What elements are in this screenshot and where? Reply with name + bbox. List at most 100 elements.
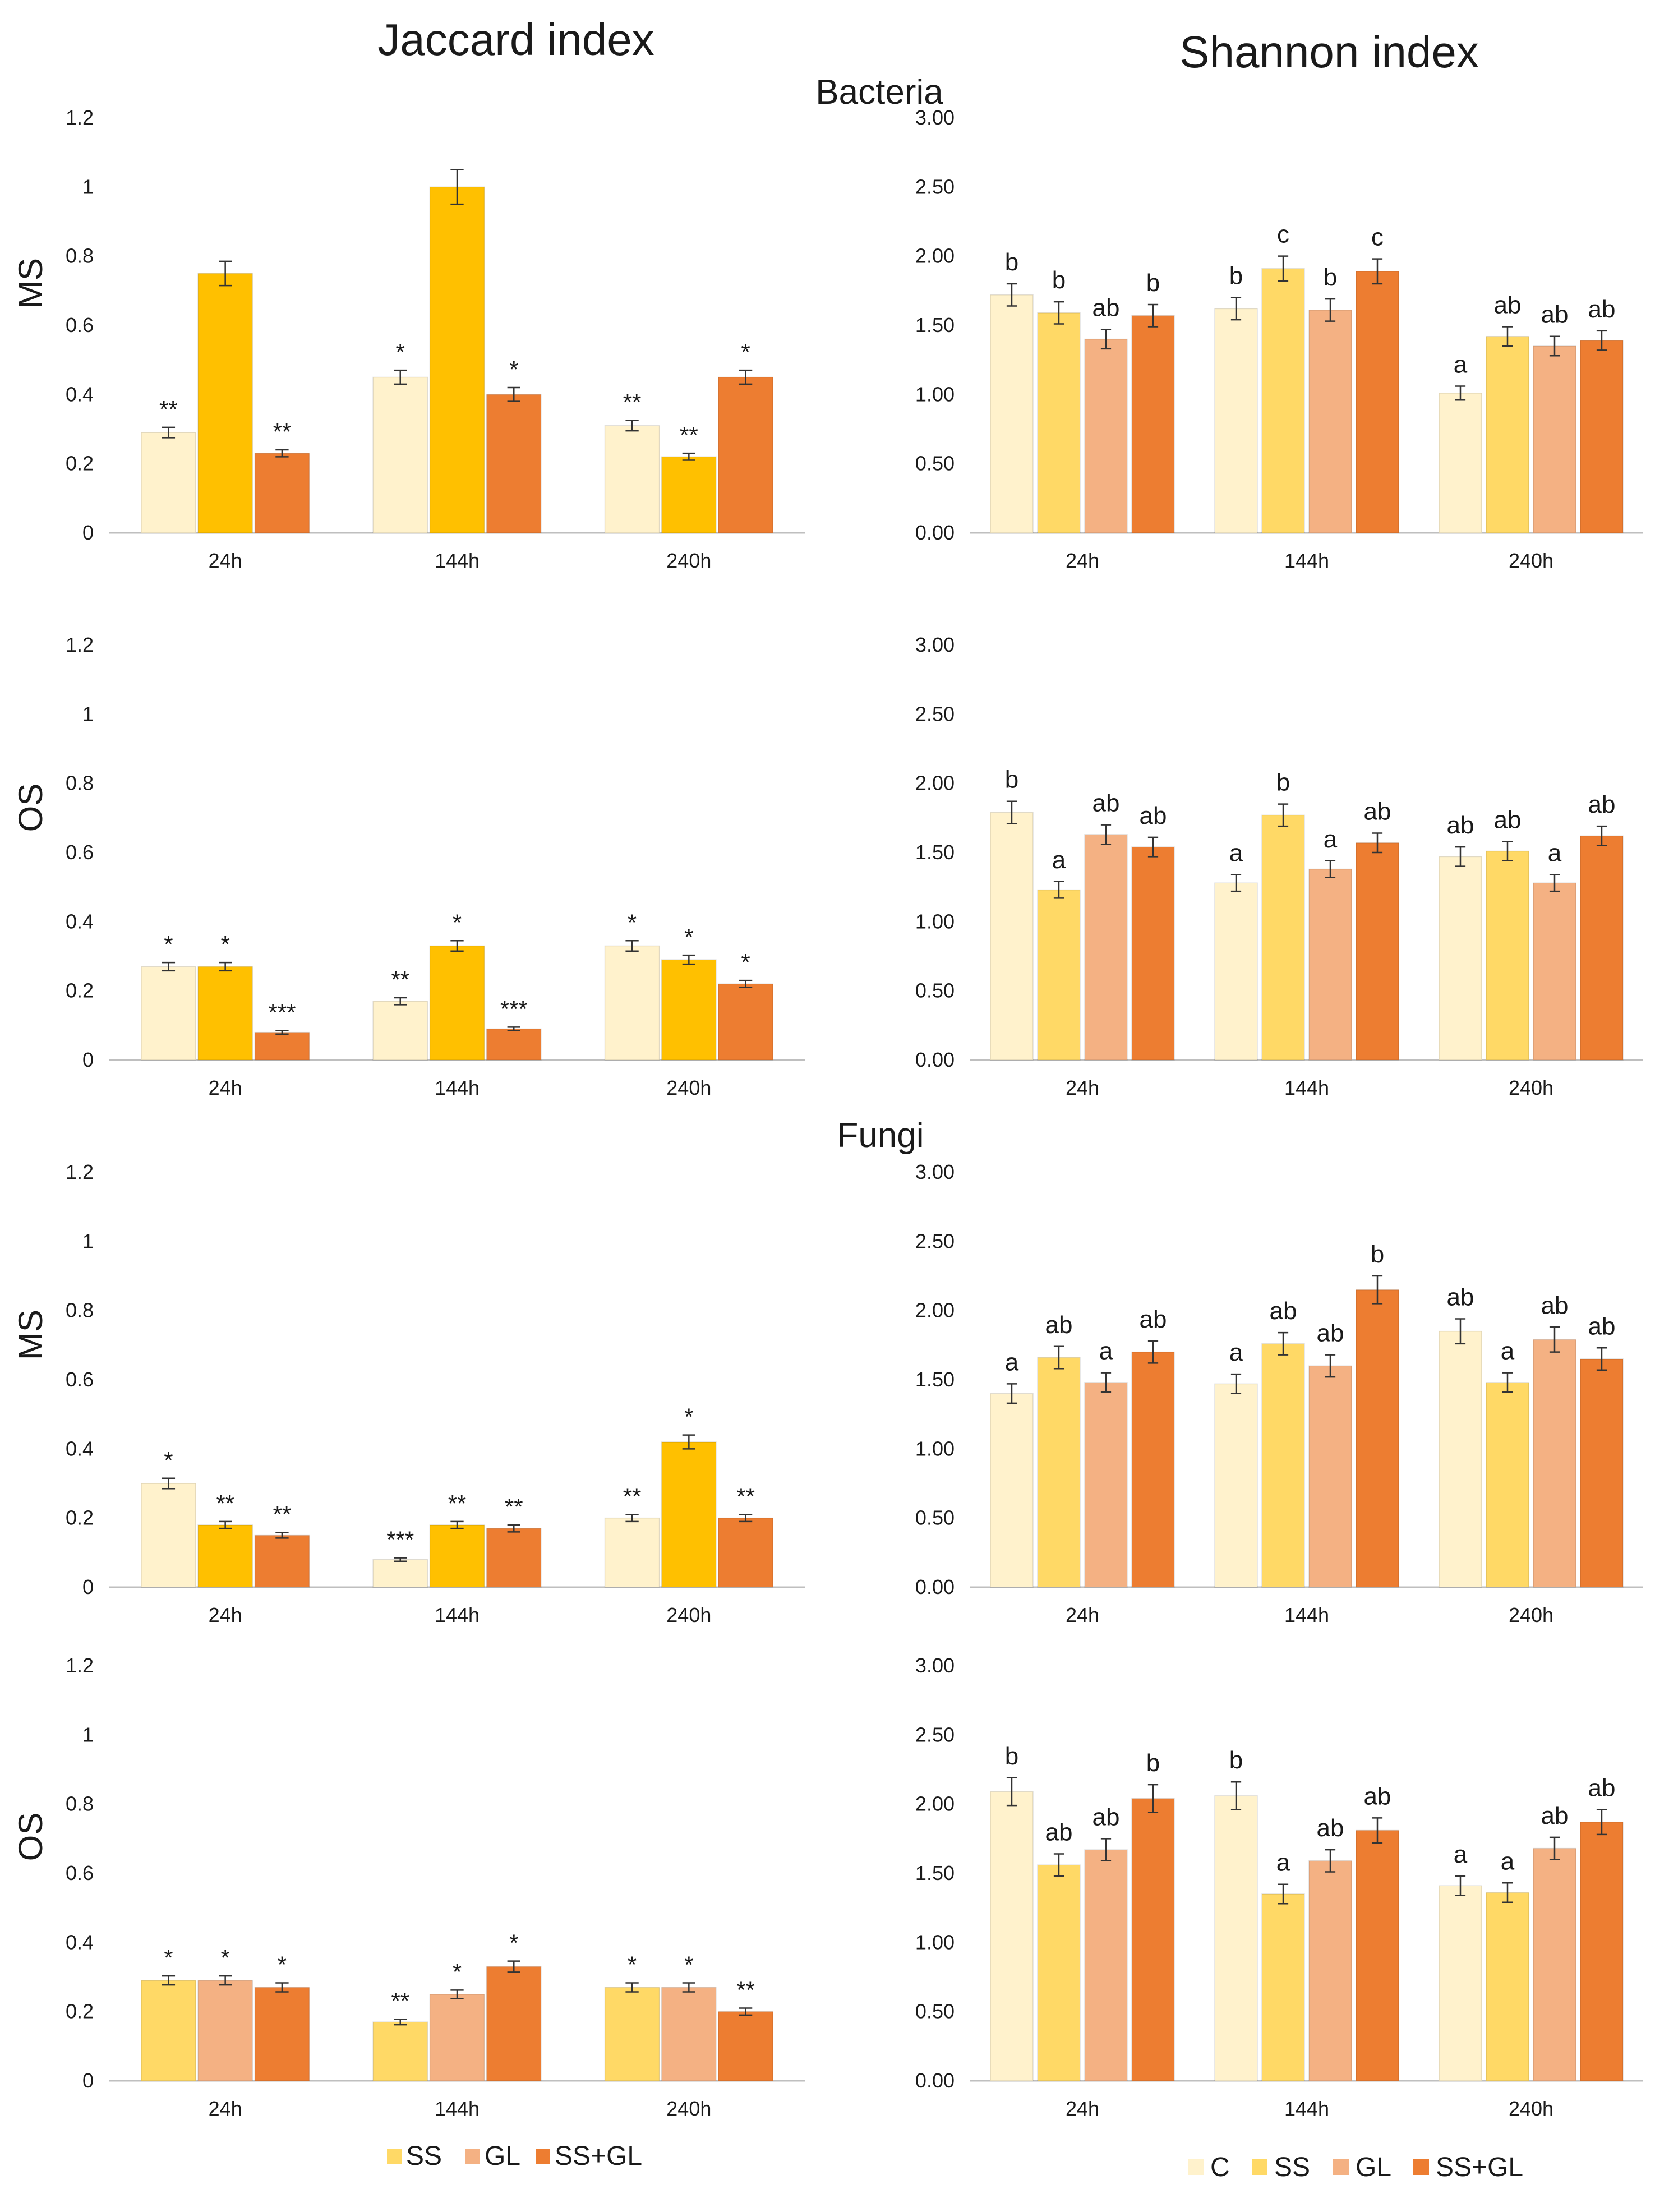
x-tick-label: 144h <box>435 2097 480 2120</box>
y-tick-label: 1.2 <box>66 1654 94 1677</box>
y-tick-label: 0.4 <box>66 383 94 405</box>
x-tick-label: 240h <box>1509 1076 1553 1099</box>
fungi-title: Fungi <box>837 1116 924 1155</box>
significance-label: ab <box>1140 1306 1167 1333</box>
bar <box>1214 308 1258 533</box>
bar <box>1084 834 1128 1061</box>
y-tick-label: 0.4 <box>66 1437 94 1460</box>
y-tick-label: 3.00 <box>915 1654 955 1677</box>
bar <box>604 1987 660 2081</box>
significance-label: ab <box>1494 806 1522 833</box>
legend-swatch <box>536 2149 550 2164</box>
panel-bacteria-ms-shannon: 0.000.501.001.502.002.503.0024hbbabb144h… <box>915 106 1643 572</box>
significance-label: b <box>1146 1749 1160 1777</box>
bar <box>1037 1357 1081 1588</box>
y-tick-label: 0.8 <box>66 1792 94 1815</box>
significance-label: * <box>278 1951 287 1978</box>
y-tick-label: 0.8 <box>66 245 94 268</box>
significance-label: * <box>220 1944 229 1971</box>
legend-label: GL <box>1356 2153 1391 2182</box>
bar <box>1356 1829 1399 2081</box>
bar <box>661 1987 717 2081</box>
significance-label: ** <box>159 396 178 422</box>
bar <box>1439 856 1482 1061</box>
significance-label: b <box>1229 1746 1243 1774</box>
bar <box>1214 1795 1258 2081</box>
bar <box>1131 1798 1175 2081</box>
x-tick-label: 240h <box>1509 549 1553 572</box>
bar <box>1037 312 1081 533</box>
x-tick-label: 144h <box>1284 2097 1329 2120</box>
bar <box>254 1534 310 1588</box>
x-tick-label: 240h <box>666 549 711 572</box>
y-tick-label: 1.2 <box>66 106 94 129</box>
x-tick-label: 24h <box>1066 2097 1099 2120</box>
bar <box>661 456 717 533</box>
legend-label: C <box>1210 2153 1230 2182</box>
significance-label: b <box>1146 269 1160 297</box>
legend-label: SS <box>406 2141 442 2171</box>
legend-label: SS+GL <box>1436 2153 1523 2182</box>
significance-label: ab <box>1541 1292 1569 1319</box>
bar <box>141 966 196 1061</box>
bar <box>1533 1339 1576 1588</box>
significance-label: ** <box>680 422 698 448</box>
y-tick-label: 1.00 <box>915 1437 955 1460</box>
significance-label: b <box>1276 769 1290 796</box>
y-tick-label: 1.00 <box>915 383 955 405</box>
y-tick-label: 0 <box>82 2069 94 2092</box>
y-tick-label: 0.2 <box>66 452 94 475</box>
row-label-fungi-ms: MS <box>12 1310 49 1360</box>
bar <box>254 1031 310 1061</box>
y-tick-label: 3.00 <box>915 106 955 129</box>
significance-label: * <box>741 949 750 975</box>
bar <box>1308 868 1352 1061</box>
shannon-title: Shannon index <box>1179 27 1479 77</box>
x-tick-label: 240h <box>1509 2097 1553 2120</box>
significance-label: * <box>628 909 637 936</box>
x-tick-label: 24h <box>209 2097 242 2120</box>
y-tick-label: 0.6 <box>66 314 94 337</box>
significance-label: ab <box>1092 790 1120 817</box>
bar <box>990 1393 1034 1588</box>
legend-label: SS <box>1274 2153 1310 2182</box>
y-tick-label: 0.6 <box>66 1861 94 1884</box>
x-tick-label: 240h <box>666 2097 711 2120</box>
significance-label: * <box>453 909 462 936</box>
significance-label: ab <box>1447 812 1474 839</box>
significance-label: * <box>684 924 693 950</box>
bar <box>1037 1864 1081 2081</box>
bar <box>486 1966 542 2081</box>
y-tick-label: 1 <box>82 702 94 725</box>
bar <box>718 1517 773 1588</box>
significance-label: ab <box>1494 291 1522 319</box>
bar <box>718 983 773 1061</box>
jaccard-title: Jaccard index <box>377 15 654 64</box>
bar <box>1214 882 1258 1061</box>
y-tick-label: 2.00 <box>915 772 955 795</box>
bar <box>990 1791 1034 2081</box>
y-tick-label: 2.00 <box>915 1792 955 1815</box>
x-tick-label: 24h <box>209 1603 242 1626</box>
bar <box>1356 271 1399 533</box>
significance-label: ab <box>1092 1803 1120 1831</box>
significance-label: *** <box>386 1527 414 1553</box>
y-tick-label: 0 <box>82 521 94 544</box>
significance-label: * <box>509 1930 518 1956</box>
bar <box>141 1980 196 2081</box>
y-tick-label: 0.50 <box>915 979 955 1002</box>
row-label-bacteria-ms: MS <box>12 258 49 308</box>
significance-label: ** <box>736 1483 755 1510</box>
significance-label: ab <box>1364 798 1391 825</box>
significance-label: a <box>1454 351 1468 379</box>
significance-label: *** <box>500 996 528 1022</box>
bar <box>1580 835 1624 1061</box>
significance-label: ab <box>1588 296 1616 323</box>
y-tick-label: 0.8 <box>66 1299 94 1322</box>
y-tick-label: 0.6 <box>66 841 94 864</box>
significance-label: ab <box>1541 301 1569 329</box>
bar <box>1533 882 1576 1061</box>
legend-swatch <box>1333 2159 1349 2175</box>
bar <box>197 1980 253 2081</box>
